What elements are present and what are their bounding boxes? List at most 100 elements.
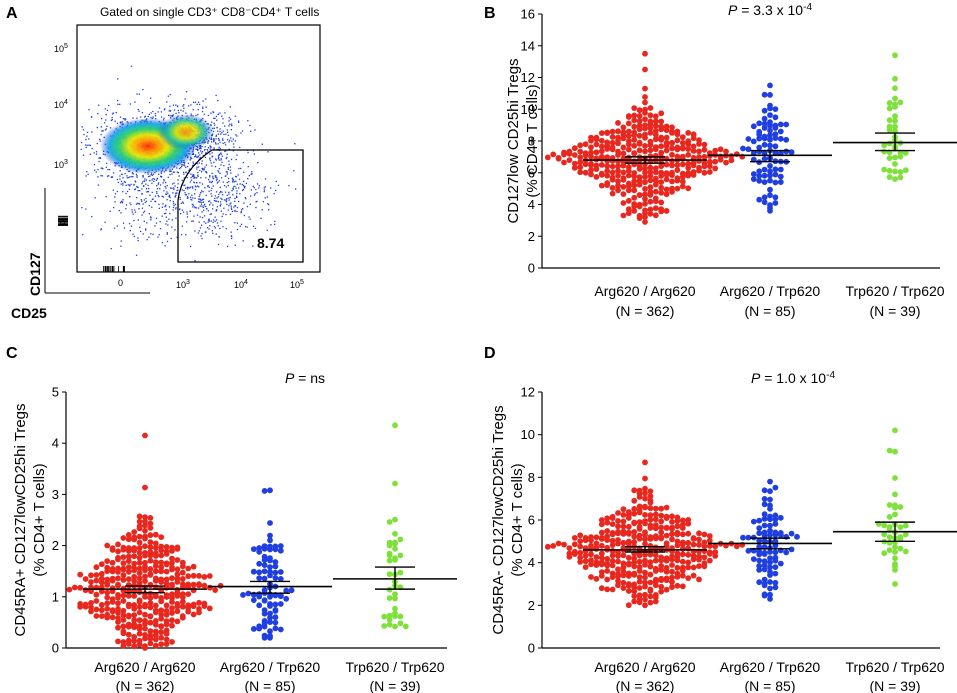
panel-letter-a: A — [6, 5, 18, 22]
data-point — [658, 524, 665, 531]
data-point — [550, 151, 557, 158]
data-point — [625, 529, 632, 536]
data-point — [625, 523, 632, 530]
flow-event — [221, 132, 223, 134]
data-point — [577, 549, 584, 556]
data-point — [245, 590, 252, 597]
data-point — [169, 639, 175, 645]
data-point — [636, 215, 643, 222]
flow-event — [109, 127, 112, 129]
flow-event — [192, 206, 194, 208]
flow-event — [104, 122, 106, 124]
flow-event — [223, 165, 225, 167]
flow-event — [121, 121, 124, 123]
flow-event — [190, 176, 192, 179]
data-point — [620, 200, 627, 206]
data-point — [669, 519, 675, 525]
flow-event — [197, 174, 199, 176]
flow-event — [117, 99, 119, 102]
flow-event — [141, 207, 144, 209]
flow-event — [173, 187, 175, 189]
data-point — [631, 142, 638, 149]
flow-event — [205, 171, 207, 173]
flow-event — [196, 214, 199, 216]
data-point — [392, 540, 398, 547]
data-point — [642, 200, 648, 207]
flow-event — [229, 123, 231, 125]
data-point — [892, 176, 898, 183]
data-point — [386, 616, 393, 623]
data-point — [179, 598, 186, 605]
flow-event — [210, 202, 212, 204]
data-point — [179, 581, 186, 588]
data-point — [609, 552, 616, 559]
data-point — [381, 613, 388, 620]
data-point — [120, 535, 127, 541]
data-point — [892, 161, 898, 167]
flow-event — [220, 164, 222, 166]
data-point — [772, 171, 779, 178]
y-tick-label: 12 — [521, 70, 535, 85]
flow-event — [275, 180, 277, 183]
data-point — [142, 514, 148, 520]
data-point — [104, 589, 111, 596]
data-point — [886, 174, 893, 181]
data-point — [88, 600, 94, 606]
flow-event — [191, 157, 193, 159]
data-point — [147, 619, 154, 626]
data-point — [104, 542, 111, 549]
data-point — [615, 148, 621, 155]
flow-event — [198, 200, 200, 203]
flow-event — [134, 211, 137, 213]
data-point — [642, 520, 648, 527]
data-point — [109, 559, 116, 566]
flow-event — [263, 189, 266, 191]
flow-event — [220, 203, 222, 205]
data-point — [701, 141, 708, 148]
flow-event — [148, 101, 151, 104]
data-point — [631, 150, 638, 157]
flow-event — [121, 173, 123, 176]
flow-event — [229, 106, 231, 108]
data-point — [772, 531, 779, 538]
data-point — [690, 148, 697, 154]
data-point — [631, 123, 638, 130]
flow-event — [229, 139, 231, 142]
data-point — [169, 605, 175, 611]
y-tick-label: 2 — [528, 229, 535, 244]
flow-event — [202, 191, 204, 193]
data-point — [593, 554, 600, 561]
data-point — [690, 131, 697, 138]
flow-event — [204, 152, 207, 154]
data-point — [256, 560, 263, 567]
data-point — [652, 118, 659, 125]
data-point — [674, 538, 681, 545]
flow-event — [161, 206, 163, 208]
data-point — [93, 606, 100, 613]
flow-event — [156, 188, 159, 190]
flow-event — [181, 189, 183, 191]
flow-event — [114, 120, 116, 122]
data-point — [767, 163, 773, 169]
flow-event — [146, 239, 148, 241]
data-point — [642, 116, 648, 123]
flow-event — [119, 122, 122, 124]
flow-event — [268, 204, 270, 206]
flow-event — [199, 154, 201, 156]
data-point — [761, 156, 768, 162]
flow-event — [154, 195, 157, 197]
data-point — [642, 512, 648, 518]
flow-event — [177, 109, 179, 112]
data-point — [658, 557, 665, 564]
flow-event — [132, 176, 134, 178]
data-point — [625, 197, 632, 204]
flow-event — [135, 254, 138, 256]
data-point — [652, 198, 659, 205]
flow-event — [207, 185, 209, 188]
flow-event — [169, 115, 171, 117]
flow-event — [204, 203, 206, 206]
data-point — [620, 162, 627, 169]
data-point — [577, 559, 584, 565]
flow-event — [277, 184, 280, 186]
flow-event — [224, 191, 227, 193]
